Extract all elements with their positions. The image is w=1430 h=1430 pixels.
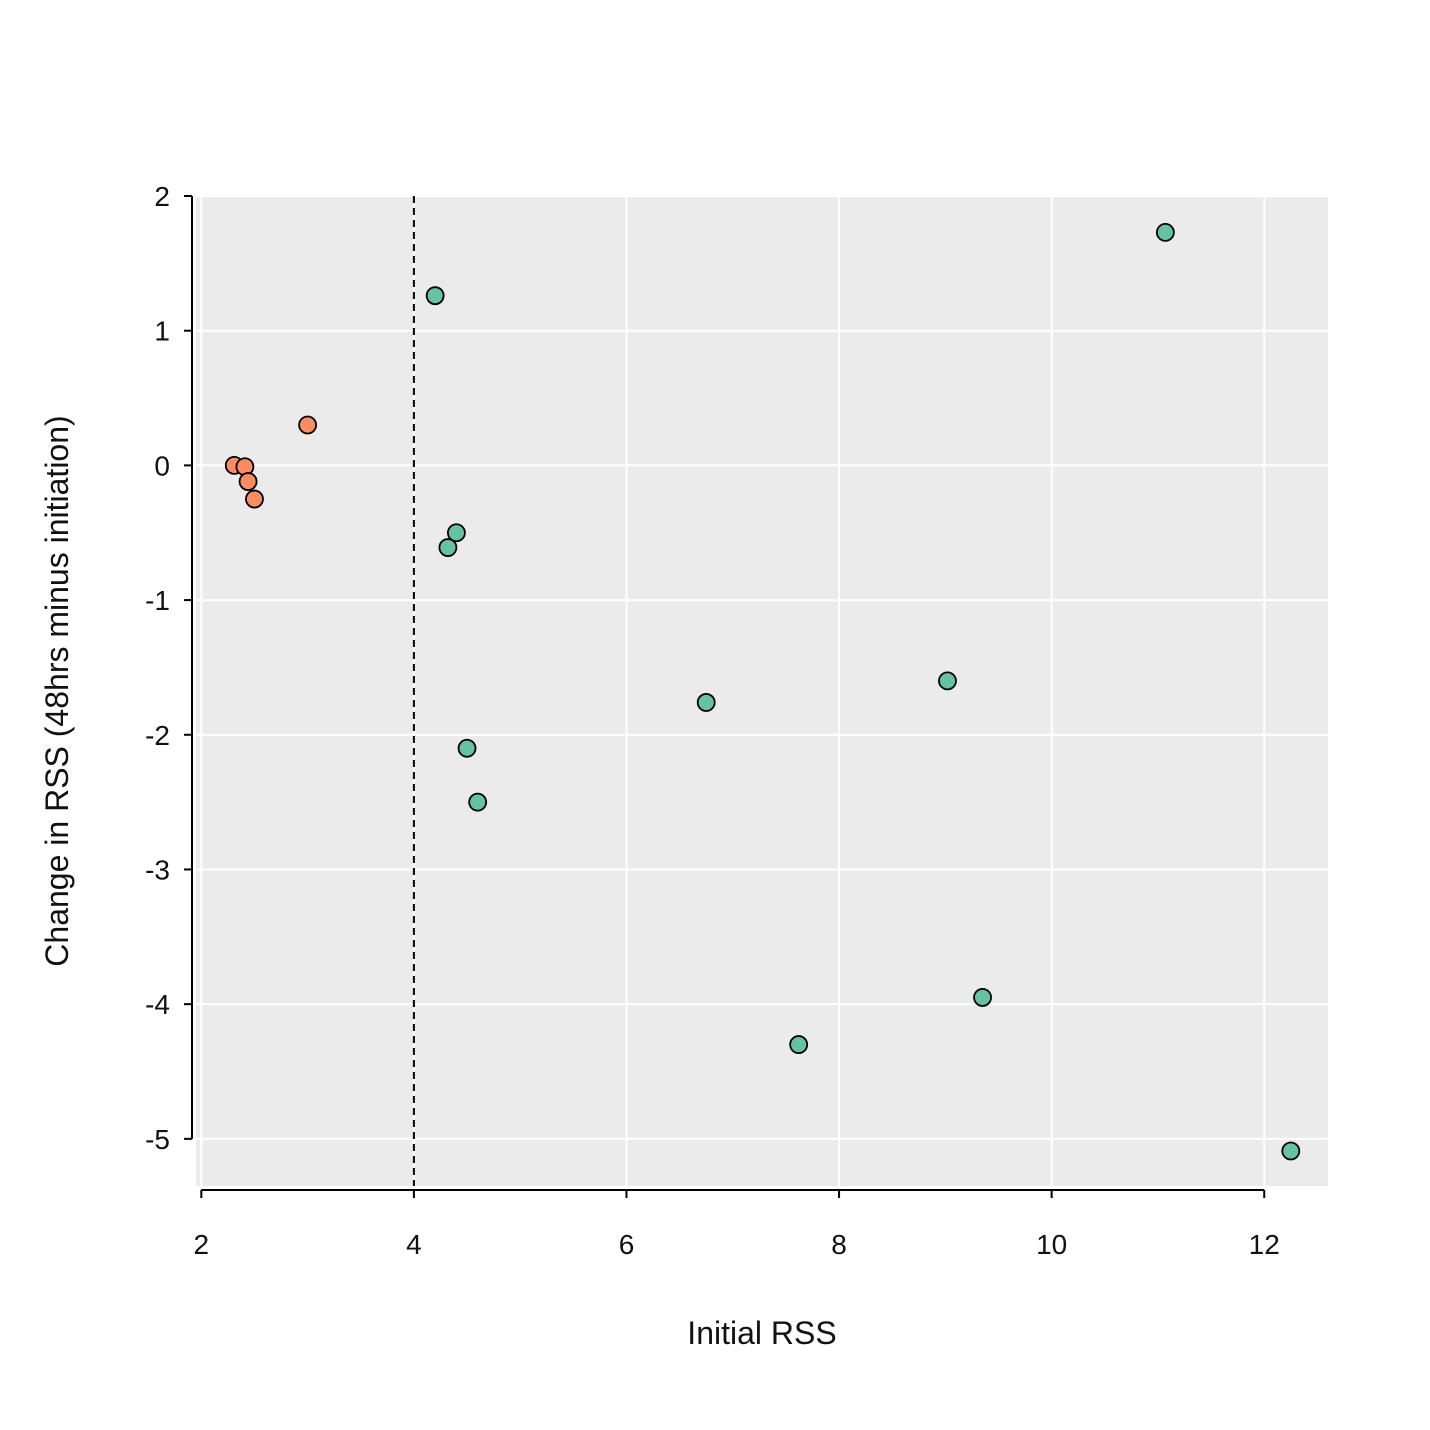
y-tick-label: -2 (145, 720, 170, 751)
data-point (438, 538, 458, 557)
x-tick-label: 12 (1249, 1229, 1280, 1260)
data-point (457, 738, 477, 758)
x-axis-label: Initial RSS (687, 1315, 836, 1351)
grid-lines (196, 195, 1328, 1186)
data-points (224, 222, 1301, 1161)
y-tick-label: -4 (145, 989, 170, 1020)
y-tick-label: -1 (145, 585, 170, 616)
data-point (468, 792, 488, 812)
x-tick-label: 6 (619, 1229, 635, 1260)
y-tick-label: -3 (145, 854, 170, 885)
data-point (238, 472, 258, 491)
x-tick-label: 4 (406, 1229, 422, 1260)
data-point (789, 1035, 809, 1054)
data-point (1281, 1141, 1301, 1161)
data-point (696, 693, 716, 712)
x-tick-label: 8 (831, 1229, 847, 1260)
data-point (298, 415, 318, 435)
y-tick-label: 2 (154, 181, 170, 212)
y-tick-label: 1 (154, 316, 170, 347)
data-point (245, 489, 264, 509)
data-point (425, 286, 445, 306)
x-tick-label: 2 (194, 1229, 210, 1260)
plot-area (196, 196, 1328, 1186)
y-tick-label: -5 (145, 1124, 170, 1155)
data-point (447, 523, 466, 543)
data-point (938, 671, 957, 691)
data-point (1155, 222, 1175, 242)
x-tick-label: 10 (1036, 1229, 1067, 1260)
y-tick-label: 0 (154, 450, 170, 481)
data-point (973, 988, 992, 1007)
y-axis-label: Change in RSS (48hrs minus initiation) (39, 415, 75, 966)
